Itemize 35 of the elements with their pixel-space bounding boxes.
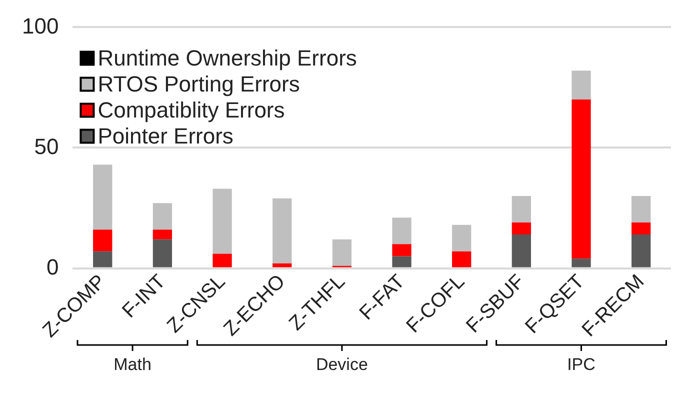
bar xyxy=(572,70,591,100)
bar xyxy=(452,251,472,268)
legend-label: RTOS Porting Errors xyxy=(98,71,300,96)
bar xyxy=(572,100,591,259)
y-tick-label: 0 xyxy=(46,254,59,280)
bar xyxy=(212,188,232,254)
bar xyxy=(212,254,232,268)
bar xyxy=(152,203,172,230)
bar xyxy=(632,222,651,235)
bar xyxy=(392,244,412,256)
bar xyxy=(632,196,651,222)
legend-label: Compatiblity Errors xyxy=(98,97,285,122)
y-tick-label: 50 xyxy=(34,134,59,159)
text: Device xyxy=(316,355,368,374)
bar xyxy=(272,198,292,264)
bar xyxy=(93,164,112,230)
bar xyxy=(392,218,412,244)
y-tick-label: 100 xyxy=(22,13,59,38)
bar xyxy=(332,239,352,266)
text: IPC xyxy=(567,355,596,374)
bar xyxy=(392,256,412,268)
bar xyxy=(512,234,531,268)
bar xyxy=(512,196,531,222)
bar xyxy=(272,263,292,268)
bar xyxy=(93,230,112,252)
legend-label: Pointer Errors xyxy=(98,123,234,148)
text: Math xyxy=(114,355,152,374)
legend-label: Runtime Ownership Errors xyxy=(98,45,357,70)
bar xyxy=(152,239,172,268)
bar xyxy=(93,251,112,268)
bar xyxy=(632,234,651,268)
bar xyxy=(152,230,172,240)
bar xyxy=(572,258,591,268)
bar xyxy=(512,222,531,235)
bar xyxy=(452,224,472,252)
